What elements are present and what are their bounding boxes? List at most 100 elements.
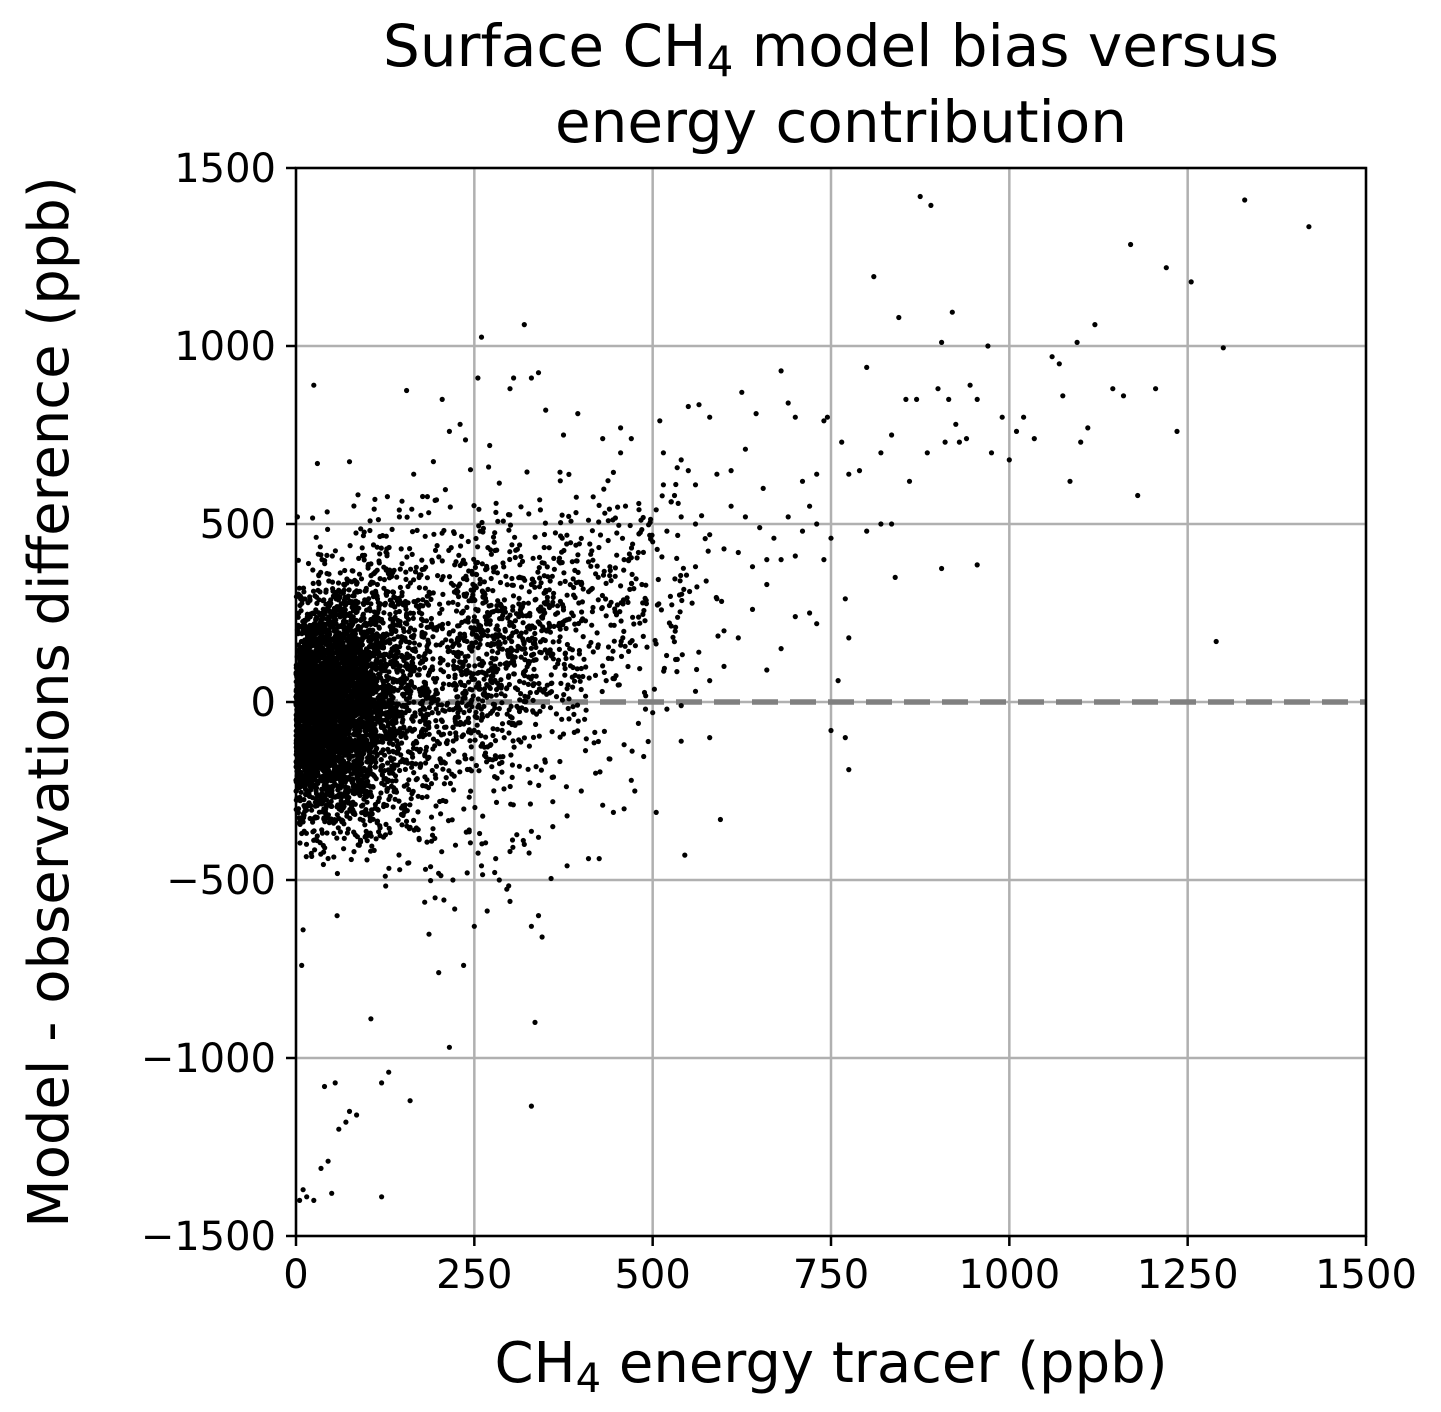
data-point [550, 824, 556, 830]
data-point [692, 564, 699, 570]
data-point [939, 339, 945, 345]
data-point [391, 677, 397, 683]
data-point [807, 610, 813, 616]
data-point [375, 807, 381, 813]
data-point [439, 702, 445, 708]
data-point [974, 396, 980, 402]
data-point [314, 833, 320, 839]
data-point [1031, 436, 1037, 442]
data-point [461, 962, 467, 969]
data-point [420, 493, 426, 500]
data-point [828, 727, 834, 734]
data-point [334, 629, 340, 635]
data-point [385, 760, 391, 766]
data-point [468, 788, 474, 794]
data-point [678, 703, 684, 709]
data-point [703, 578, 709, 584]
data-point [414, 746, 420, 752]
data-point [382, 683, 388, 689]
data-point [443, 724, 449, 730]
data-point [334, 835, 340, 841]
data-point [386, 669, 392, 675]
data-point [416, 574, 422, 581]
data-point [374, 581, 380, 588]
data-point [353, 639, 359, 645]
data-point [500, 518, 506, 524]
data-point [499, 721, 506, 727]
data-point [392, 796, 398, 802]
data-point [419, 794, 425, 801]
data-point [764, 581, 770, 588]
data-point [593, 770, 599, 776]
data-point [432, 743, 438, 749]
data-point [381, 610, 387, 616]
data-point [437, 642, 443, 648]
data-point [342, 567, 348, 574]
data-point [431, 531, 437, 537]
data-point [307, 815, 313, 822]
data-point [967, 382, 973, 388]
data-point [379, 780, 385, 786]
data-point [416, 653, 422, 660]
data-point [375, 700, 381, 706]
data-point [386, 1069, 392, 1075]
data-point [405, 860, 411, 866]
data-point [468, 768, 475, 774]
data-point [386, 749, 392, 755]
data-point [357, 816, 363, 822]
data-point [721, 546, 727, 552]
data-point [298, 731, 304, 737]
data-point [303, 830, 309, 836]
data-point [896, 314, 902, 321]
data-point [549, 774, 555, 781]
data-point [409, 529, 416, 535]
data-point [409, 506, 415, 512]
data-point [436, 741, 442, 747]
data-point [318, 552, 324, 558]
data-point [525, 766, 531, 772]
data-point [390, 617, 396, 623]
data-point [728, 468, 734, 474]
data-point [507, 386, 513, 392]
data-point [315, 798, 321, 804]
data-point [692, 688, 699, 694]
data-point [511, 744, 517, 750]
data-point [302, 637, 308, 643]
data-point [396, 507, 402, 513]
data-point [446, 681, 452, 688]
data-point [864, 528, 870, 534]
data-point [376, 649, 382, 655]
data-point [742, 446, 749, 452]
data-point [628, 777, 634, 783]
data-point [399, 561, 405, 567]
data-point [342, 799, 348, 805]
data-point [963, 436, 970, 442]
data-point [408, 566, 414, 572]
data-point [299, 962, 305, 969]
data-point [632, 788, 638, 794]
data-point [371, 506, 377, 512]
data-point [404, 514, 410, 520]
data-point [304, 1194, 310, 1200]
data-point [406, 700, 412, 706]
data-point [692, 521, 699, 527]
data-point [365, 690, 371, 697]
data-point [707, 678, 713, 684]
data-point [328, 717, 334, 723]
data-point [325, 526, 331, 533]
data-point [317, 840, 323, 846]
data-point [364, 607, 370, 613]
data-point [621, 742, 627, 748]
data-point [433, 642, 439, 648]
data-point [360, 533, 366, 539]
data-point [490, 726, 496, 732]
data-point [446, 751, 452, 757]
data-point [425, 602, 432, 608]
data-point [440, 731, 447, 737]
data-point [550, 594, 556, 601]
data-point [707, 414, 713, 420]
data-point [408, 796, 414, 802]
data-point [413, 603, 419, 609]
data-point [414, 776, 420, 782]
data-point [510, 844, 516, 850]
